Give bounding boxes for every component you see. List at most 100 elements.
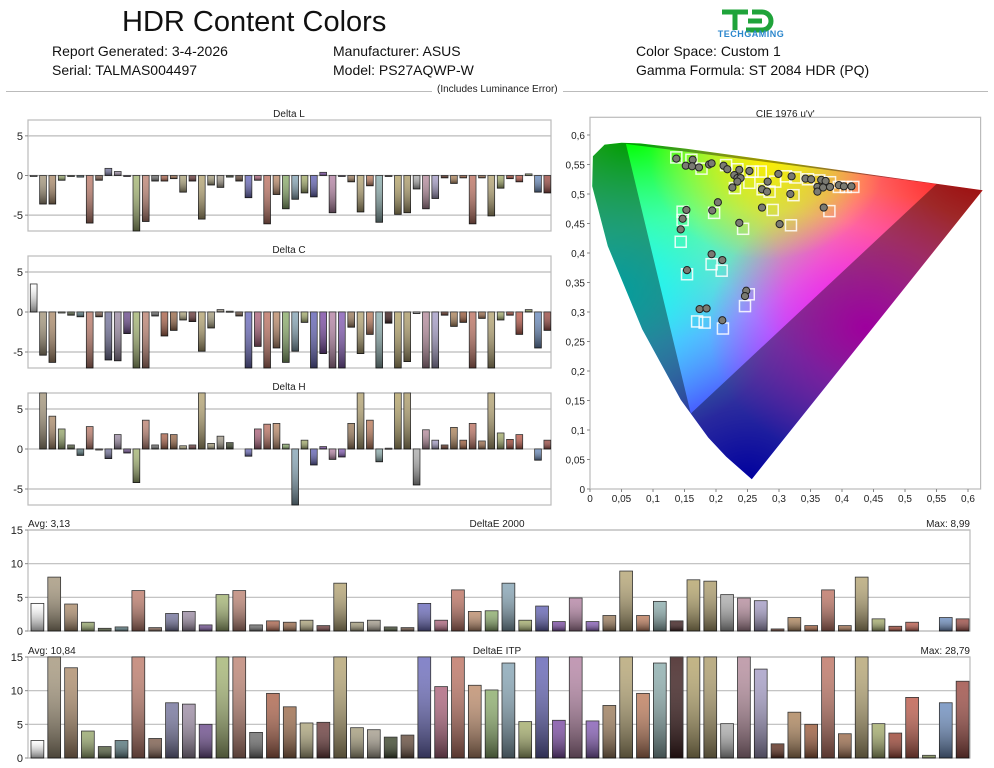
x-tick-label: 0,2 xyxy=(709,494,723,505)
bar-shade xyxy=(58,312,66,313)
bar-shade xyxy=(350,727,364,758)
bar-shade xyxy=(543,312,551,331)
bar-shade xyxy=(478,441,486,449)
bar-shade xyxy=(67,445,75,449)
bar-shade xyxy=(266,620,280,631)
bar-shade xyxy=(422,429,430,449)
bar-shade xyxy=(525,173,533,176)
bar-shade xyxy=(401,627,414,631)
max-label: Max: 28,79 xyxy=(921,646,971,657)
y-tick-label: 5 xyxy=(17,267,23,279)
bar-shade xyxy=(165,702,179,758)
bar-shade xyxy=(347,312,355,328)
techgaming-logo: TECHGAMING xyxy=(718,9,784,39)
target-square xyxy=(754,165,767,178)
bar-shade xyxy=(518,721,532,758)
bar-shade xyxy=(48,175,56,205)
bar-shade xyxy=(703,581,717,631)
bar-shade xyxy=(670,657,684,758)
y-tick-label: 0,25 xyxy=(566,338,586,349)
bar-shade xyxy=(485,689,498,758)
bar-shade xyxy=(450,312,458,327)
bar-shade xyxy=(319,312,327,354)
bar-shade xyxy=(737,657,751,758)
measured-point xyxy=(682,205,691,215)
bar-shade xyxy=(291,312,299,352)
bar-shade xyxy=(450,175,458,184)
measured-point xyxy=(745,166,754,176)
bar-shade xyxy=(319,446,327,449)
measured-point xyxy=(672,154,681,163)
bar-shade xyxy=(720,594,734,631)
bar-shade xyxy=(384,737,398,758)
bar-shade xyxy=(375,175,383,223)
bar-shade xyxy=(133,312,140,368)
bar-shade xyxy=(888,733,902,758)
bar-shade xyxy=(291,175,299,200)
y-tick-label: -5 xyxy=(13,210,23,222)
bar-shade xyxy=(366,175,374,186)
bar-shade xyxy=(81,731,95,758)
bar-shade xyxy=(301,440,308,449)
y-tick-label: 0 xyxy=(17,307,23,319)
measured-point xyxy=(807,175,816,184)
measured-point xyxy=(762,187,772,196)
measured-point xyxy=(728,183,737,192)
bar-shade xyxy=(872,618,885,631)
x-tick-label: 0 xyxy=(587,494,593,505)
bar-shade xyxy=(249,732,263,758)
bar-shade xyxy=(105,312,112,360)
bar-shade xyxy=(245,175,252,198)
x-tick-label: 0,05 xyxy=(612,494,632,505)
bar-shade xyxy=(441,445,448,449)
bar-shade xyxy=(217,309,224,312)
bar-shade xyxy=(114,171,122,176)
bar-shade xyxy=(441,312,448,316)
measured-point xyxy=(695,304,704,314)
bar-shade xyxy=(431,440,439,449)
measured-point xyxy=(763,177,772,186)
bar-shade xyxy=(199,624,213,631)
bar-shade xyxy=(922,755,936,758)
bar-shade xyxy=(300,722,313,758)
bar-shade xyxy=(207,312,215,328)
bar-shade xyxy=(653,663,667,758)
bar-shade xyxy=(161,312,168,336)
bar-shade xyxy=(179,175,187,193)
bar-shade xyxy=(487,175,495,216)
bar-shade xyxy=(235,175,243,182)
bar-shade xyxy=(347,175,355,182)
bar-shade xyxy=(431,312,439,368)
manufacturer: Manufacturer: ASUS xyxy=(333,43,461,59)
measured-point xyxy=(723,165,732,174)
bar-shade xyxy=(283,706,297,758)
chart-title: DeltaE ITP xyxy=(473,646,522,657)
measured-point xyxy=(718,316,727,325)
bar-shade xyxy=(319,172,327,176)
x-tick-label: 0,5 xyxy=(898,494,912,505)
bar-shade xyxy=(133,175,140,231)
bar-shade xyxy=(366,420,374,449)
bar-shade xyxy=(441,175,448,178)
bar-shade xyxy=(515,175,523,182)
cie-chart: CIE 1976 u'v' 0 0,05 0,1 0,15 0,2 0,25 0,3 0,35 0… xyxy=(566,109,983,505)
bar-shade xyxy=(487,312,495,368)
color-space: Color Space: Custom 1 xyxy=(636,43,781,59)
bar-shade xyxy=(189,312,196,322)
bar-shade xyxy=(939,702,953,758)
bar-shade xyxy=(497,312,504,320)
measured-point xyxy=(847,182,856,191)
bar-shade xyxy=(291,449,299,505)
avg-label: Avg: 3,13 xyxy=(28,519,71,530)
bar-shade xyxy=(754,669,768,758)
bar-shade xyxy=(459,175,467,178)
bar-shade xyxy=(569,598,583,631)
delta-e-2000-chart: 15 10 5 0 DeltaE 2000 Avg: 3,13 Max: 8,99 xyxy=(11,519,971,638)
bar-shade xyxy=(263,424,271,449)
bar-shade xyxy=(226,175,234,178)
bar-shade xyxy=(586,720,599,758)
luminance-note: (Includes Luminance Error) xyxy=(432,84,563,95)
bar-shade xyxy=(787,617,801,631)
bar-shade xyxy=(771,628,784,631)
bar-shade xyxy=(131,590,145,631)
